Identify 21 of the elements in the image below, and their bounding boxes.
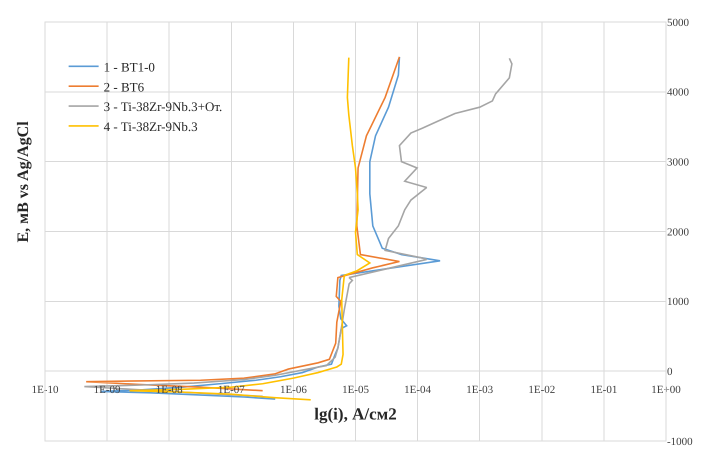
y-tick-label: 4000 [667,86,690,99]
legend-label: 1 - BT1-0 [104,59,155,74]
x-tick-label: 1E-02 [528,384,556,396]
x-tick-label: 1E-05 [342,384,370,396]
legend-label: 2 - BT6 [104,79,145,94]
y-tick-label: 2000 [667,226,690,238]
x-tick-label: 1E-10 [32,384,59,396]
x-tick-label: 1E-06 [280,384,308,396]
y-tick-label: 3000 [667,156,690,169]
y-tick-label: 1000 [667,296,690,308]
x-tick-label: 1E-04 [404,384,432,396]
legend-label: 4 - Ti-38Zr-9Nb.3 [104,119,198,134]
y-tick-label: -1000 [667,436,694,448]
legend-label: 3 - Ti-38Zr-9Nb.3+От. [104,99,222,114]
x-axis-title: lg(i), А/см2 [314,404,397,424]
y-tick-label: 5000 [667,16,690,29]
y-axis-title: E, мВ vs Ag/AgCl [15,120,32,242]
x-tick-label: 1E-01 [590,384,618,396]
x-tick-label: 1E-03 [466,384,494,396]
y-tick-label: 0 [667,366,673,378]
x-tick-label: 1E+00 [651,384,682,396]
